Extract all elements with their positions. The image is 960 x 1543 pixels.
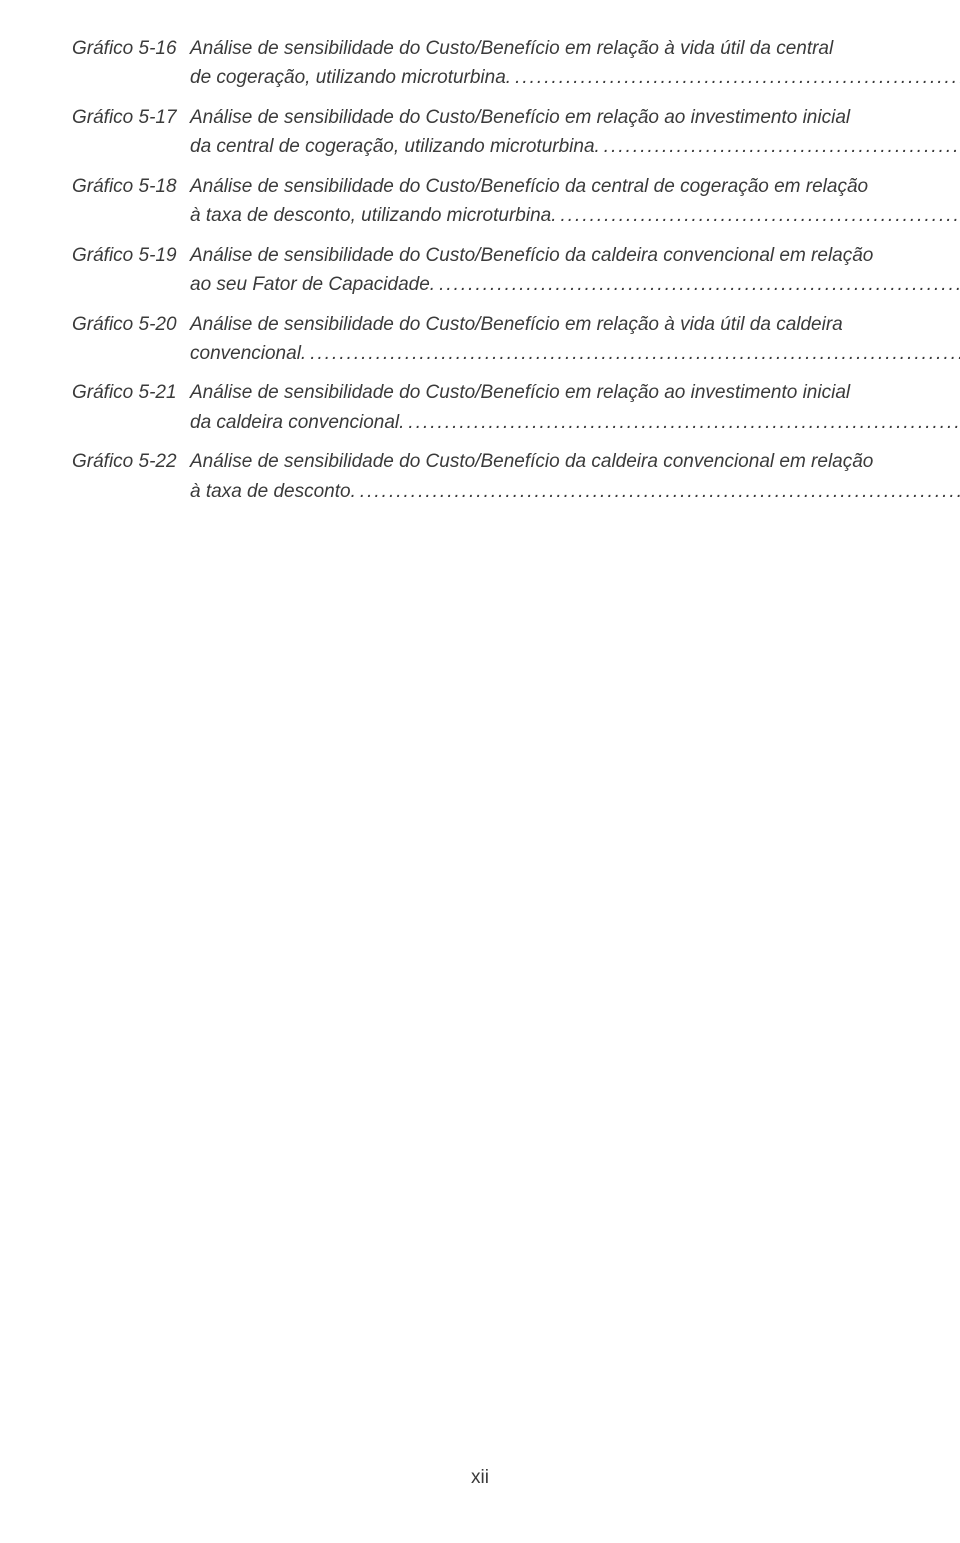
lof-entry: Gráfico 5-18 Análise de sensibilidade do…: [72, 172, 888, 231]
figure-title-line2: à taxa de desconto.: [190, 477, 356, 506]
figure-title-line1: Análise de sensibilidade do Custo/Benefí…: [190, 103, 960, 132]
figure-title-line1: Análise de sensibilidade do Custo/Benefí…: [190, 172, 960, 201]
figure-title-line2: da caldeira convencional.: [190, 408, 404, 437]
lof-entry: Gráfico 5-16 Análise de sensibilidade do…: [72, 34, 888, 93]
figure-title-line2: de cogeração, utilizando microturbina.: [190, 63, 511, 92]
figure-title-line1: Análise de sensibilidade do Custo/Benefí…: [190, 241, 960, 270]
lof-entry: Gráfico 5-20 Análise de sensibilidade do…: [72, 310, 888, 369]
figure-title-line2: convencional.: [190, 339, 306, 368]
figure-label: Gráfico 5-19: [72, 241, 190, 270]
figure-label: Gráfico 5-18: [72, 172, 190, 201]
leader-dots: [557, 201, 960, 230]
figure-label: Gráfico 5-21: [72, 378, 190, 407]
figure-title-line1: Análise de sensibilidade do Custo/Benefí…: [190, 447, 960, 476]
leader-dots: [306, 339, 960, 368]
lof-entry: Gráfico 5-19 Análise de sensibilidade do…: [72, 241, 888, 300]
figure-label: Gráfico 5-20: [72, 310, 190, 339]
leader-dots: [356, 477, 960, 506]
figure-label: Gráfico 5-16: [72, 34, 190, 63]
lof-entry: Gráfico 5-22 Análise de sensibilidade do…: [72, 447, 888, 506]
figure-title-line1: Análise de sensibilidade do Custo/Benefí…: [190, 378, 960, 407]
page-footer: xii: [0, 1467, 960, 1489]
leader-dots: [600, 132, 960, 161]
figure-label: Gráfico 5-22: [72, 447, 190, 476]
figure-title-line2: da central de cogeração, utilizando micr…: [190, 132, 600, 161]
leader-dots: [404, 408, 960, 437]
lof-entry: Gráfico 5-17 Análise de sensibilidade do…: [72, 103, 888, 162]
figure-title-line2: ao seu Fator de Capacidade.: [190, 270, 435, 299]
leader-dots: [435, 270, 960, 299]
figure-title-line1: Análise de sensibilidade do Custo/Benefí…: [190, 310, 960, 339]
figure-title-line1: Análise de sensibilidade do Custo/Benefí…: [190, 34, 960, 63]
figure-label: Gráfico 5-17: [72, 103, 190, 132]
figure-title-line2: à taxa de desconto, utilizando microturb…: [190, 201, 557, 230]
page-content: Gráfico 5-16 Análise de sensibilidade do…: [0, 0, 960, 506]
leader-dots: [511, 63, 960, 92]
lof-entry: Gráfico 5-21 Análise de sensibilidade do…: [72, 378, 888, 437]
